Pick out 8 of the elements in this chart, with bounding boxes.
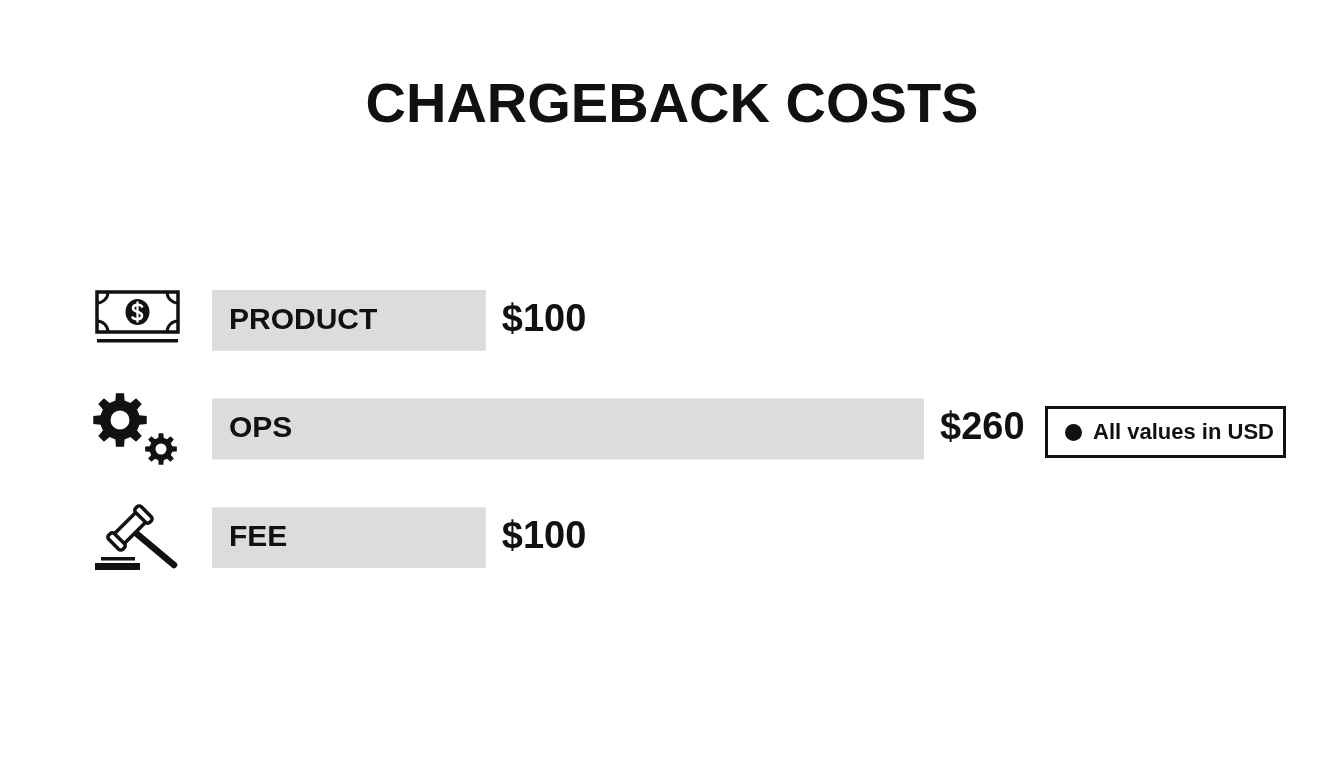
y-tick-label: PRODUCT — [229, 301, 378, 335]
data-label: $100 — [501, 514, 587, 557]
data-label: $260 — [940, 405, 1025, 448]
data-label: $100 — [501, 296, 587, 339]
chart-title: CHARGEBACK COSTS — [365, 71, 979, 135]
y-tick-label: OPS — [229, 410, 293, 444]
y-tick-label: FEE — [229, 518, 288, 552]
text: All values in USD — [1093, 419, 1274, 445]
